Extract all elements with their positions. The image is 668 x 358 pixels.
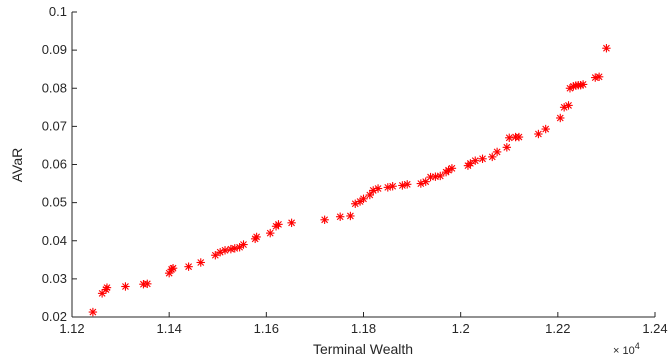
x-tick-label: 1.24 [642,321,667,336]
data-point [502,143,512,152]
data-point [505,133,514,143]
x-exponent-power: 4 [635,341,640,351]
data-point [594,72,604,82]
data-point [602,44,611,53]
data-point [471,156,480,165]
x-tick-label: 1.12 [59,321,84,336]
data-point [252,232,261,242]
y-tick-label: 0.08 [42,80,67,95]
x-tick-label: 1.16 [254,321,279,336]
x-ticks: 1.12 1.14 1.16 1.18 1.2 1.22 1.24 [59,312,668,336]
data-point [102,283,112,292]
data-point [359,194,368,204]
data-point [168,264,178,273]
data-point [346,211,355,221]
x-axis-title: Terminal Wealth [313,341,413,357]
x-tick-label: 1.14 [157,321,182,336]
y-tick-label: 0.05 [42,195,67,210]
data-point [466,159,475,168]
y-tick-label: 0.03 [42,271,67,286]
data-point [373,184,383,193]
x-tick-label: 1.2 [452,321,470,336]
y-tick-label: 0.06 [42,157,67,172]
data-point [335,212,345,221]
data-points [88,44,611,317]
x-exponent-label: × 104 [613,341,640,357]
y-tick-label: 0.1 [49,4,67,19]
data-point [478,154,487,163]
y-tick-label: 0.02 [42,309,67,324]
y-tick-label: 0.07 [42,118,67,133]
data-point [383,183,392,192]
y-tick-label: 0.09 [42,42,67,57]
data-point [564,101,573,110]
data-point [211,251,220,260]
data-point [436,171,445,181]
data-point [534,129,543,139]
y-axis-title: AVaR [9,148,25,183]
data-point [239,240,248,249]
data-point [541,124,550,134]
data-point [266,228,275,238]
data-point [184,262,193,271]
x-exponent-base: × 10 [613,345,635,357]
axes [71,12,655,318]
y-tick-label: 0.04 [42,233,67,248]
data-point [320,215,329,224]
data-point [365,190,375,200]
data-point [447,164,457,173]
data-point [591,73,600,82]
data-point [492,147,502,157]
data-point [143,279,152,289]
data-point [121,282,130,291]
data-point [88,307,98,317]
x-tick-label: 1.18 [351,321,376,336]
data-point [287,218,296,228]
data-point [556,113,565,123]
data-point [403,180,412,189]
data-point [220,246,230,255]
data-point [578,80,588,89]
x-tick-label: 1.22 [545,321,570,336]
data-point [388,182,397,191]
data-point [196,258,205,267]
data-point [274,220,283,229]
data-point [514,132,524,142]
y-ticks: 0.02 0.03 0.04 0.05 0.06 0.07 0.08 0.09 0.1 [42,4,77,324]
